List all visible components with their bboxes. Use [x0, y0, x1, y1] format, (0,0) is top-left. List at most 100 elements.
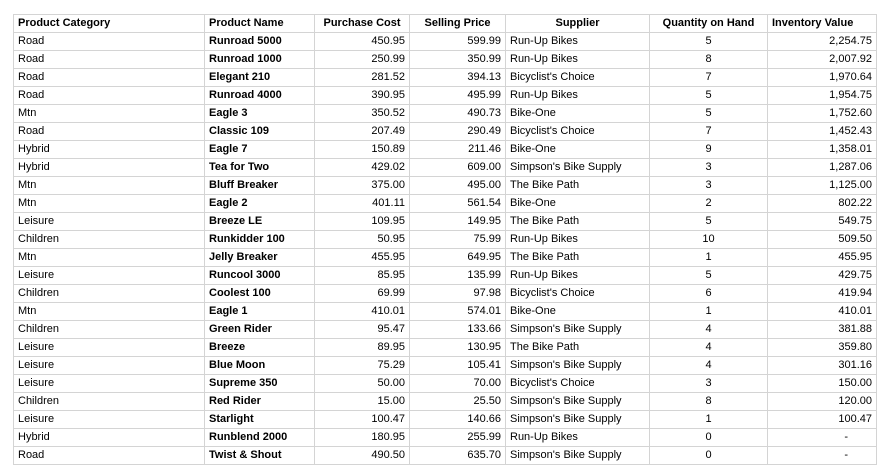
cell-product-category[interactable]: Leisure: [13, 338, 205, 357]
cell-purchase-cost[interactable]: 69.99: [314, 284, 410, 303]
cell-purchase-cost[interactable]: 450.95: [314, 32, 410, 51]
cell-supplier[interactable]: Bike-One: [505, 104, 650, 123]
cell-purchase-cost[interactable]: 109.95: [314, 212, 410, 231]
cell-inventory-value[interactable]: 120.00: [767, 392, 877, 411]
cell-quantity-on-hand[interactable]: 10: [649, 230, 768, 249]
cell-product-name[interactable]: Breeze: [204, 338, 315, 357]
cell-supplier[interactable]: Bike-One: [505, 194, 650, 213]
cell-selling-price[interactable]: 135.99: [409, 266, 506, 285]
cell-product-name[interactable]: Bluff Breaker: [204, 176, 315, 195]
cell-supplier[interactable]: Run-Up Bikes: [505, 266, 650, 285]
cell-product-category[interactable]: Mtn: [13, 194, 205, 213]
cell-selling-price[interactable]: 561.54: [409, 194, 506, 213]
cell-purchase-cost[interactable]: 50.00: [314, 374, 410, 393]
cell-selling-price[interactable]: 140.66: [409, 410, 506, 429]
cell-inventory-value[interactable]: 150.00: [767, 374, 877, 393]
cell-inventory-value[interactable]: 1,752.60: [767, 104, 877, 123]
cell-inventory-value[interactable]: 429.75: [767, 266, 877, 285]
cell-purchase-cost[interactable]: 281.52: [314, 68, 410, 87]
cell-quantity-on-hand[interactable]: 3: [649, 374, 768, 393]
cell-quantity-on-hand[interactable]: 8: [649, 392, 768, 411]
cell-inventory-value[interactable]: 2,254.75: [767, 32, 877, 51]
cell-product-name[interactable]: Classic 109: [204, 122, 315, 141]
cell-product-category[interactable]: Hybrid: [13, 140, 205, 159]
cell-inventory-value[interactable]: 359.80: [767, 338, 877, 357]
cell-purchase-cost[interactable]: 180.95: [314, 428, 410, 447]
cell-product-name[interactable]: Eagle 1: [204, 302, 315, 321]
cell-product-category[interactable]: Mtn: [13, 104, 205, 123]
header-supplier[interactable]: Supplier: [505, 14, 650, 33]
cell-quantity-on-hand[interactable]: 4: [649, 338, 768, 357]
cell-product-name[interactable]: Runblend 2000: [204, 428, 315, 447]
cell-product-name[interactable]: Green Rider: [204, 320, 315, 339]
cell-quantity-on-hand[interactable]: 5: [649, 32, 768, 51]
cell-selling-price[interactable]: 75.99: [409, 230, 506, 249]
cell-quantity-on-hand[interactable]: 0: [649, 428, 768, 447]
cell-supplier[interactable]: Run-Up Bikes: [505, 230, 650, 249]
header-purchase-cost[interactable]: Purchase Cost: [314, 14, 410, 33]
cell-purchase-cost[interactable]: 75.29: [314, 356, 410, 375]
cell-purchase-cost[interactable]: 89.95: [314, 338, 410, 357]
cell-inventory-value[interactable]: 1,358.01: [767, 140, 877, 159]
cell-product-name[interactable]: Twist & Shout: [204, 446, 315, 465]
cell-selling-price[interactable]: 105.41: [409, 356, 506, 375]
cell-product-name[interactable]: Coolest 100: [204, 284, 315, 303]
header-product-category[interactable]: Product Category: [13, 14, 205, 33]
cell-product-category[interactable]: Mtn: [13, 302, 205, 321]
cell-purchase-cost[interactable]: 250.99: [314, 50, 410, 69]
cell-supplier[interactable]: Bicyclist's Choice: [505, 374, 650, 393]
cell-product-name[interactable]: Runroad 5000: [204, 32, 315, 51]
cell-supplier[interactable]: Simpson's Bike Supply: [505, 158, 650, 177]
cell-product-category[interactable]: Leisure: [13, 374, 205, 393]
cell-product-name[interactable]: Tea for Two: [204, 158, 315, 177]
cell-quantity-on-hand[interactable]: 0: [649, 446, 768, 465]
cell-selling-price[interactable]: 649.95: [409, 248, 506, 267]
cell-product-name[interactable]: Breeze LE: [204, 212, 315, 231]
cell-inventory-value[interactable]: 1,452.43: [767, 122, 877, 141]
cell-product-category[interactable]: Hybrid: [13, 158, 205, 177]
cell-purchase-cost[interactable]: 390.95: [314, 86, 410, 105]
cell-product-category[interactable]: Children: [13, 284, 205, 303]
cell-purchase-cost[interactable]: 150.89: [314, 140, 410, 159]
cell-supplier[interactable]: Simpson's Bike Supply: [505, 392, 650, 411]
cell-purchase-cost[interactable]: 15.00: [314, 392, 410, 411]
cell-quantity-on-hand[interactable]: 3: [649, 158, 768, 177]
cell-inventory-value[interactable]: 509.50: [767, 230, 877, 249]
cell-quantity-on-hand[interactable]: 5: [649, 104, 768, 123]
cell-purchase-cost[interactable]: 490.50: [314, 446, 410, 465]
cell-selling-price[interactable]: 133.66: [409, 320, 506, 339]
cell-quantity-on-hand[interactable]: 7: [649, 122, 768, 141]
cell-product-name[interactable]: Eagle 3: [204, 104, 315, 123]
header-inventory-value[interactable]: Inventory Value: [767, 14, 877, 33]
cell-supplier[interactable]: Bike-One: [505, 140, 650, 159]
cell-inventory-value[interactable]: 1,287.06: [767, 158, 877, 177]
cell-purchase-cost[interactable]: 375.00: [314, 176, 410, 195]
cell-selling-price[interactable]: 211.46: [409, 140, 506, 159]
cell-selling-price[interactable]: 70.00: [409, 374, 506, 393]
cell-supplier[interactable]: Run-Up Bikes: [505, 428, 650, 447]
cell-product-name[interactable]: Runkidder 100: [204, 230, 315, 249]
cell-supplier[interactable]: Bicyclist's Choice: [505, 122, 650, 141]
cell-selling-price[interactable]: 25.50: [409, 392, 506, 411]
cell-supplier[interactable]: The Bike Path: [505, 338, 650, 357]
cell-quantity-on-hand[interactable]: 5: [649, 86, 768, 105]
cell-product-name[interactable]: Runroad 4000: [204, 86, 315, 105]
cell-product-category[interactable]: Road: [13, 50, 205, 69]
cell-inventory-value[interactable]: 381.88: [767, 320, 877, 339]
cell-selling-price[interactable]: 495.99: [409, 86, 506, 105]
cell-supplier[interactable]: Run-Up Bikes: [505, 86, 650, 105]
cell-purchase-cost[interactable]: 85.95: [314, 266, 410, 285]
cell-inventory-value[interactable]: 419.94: [767, 284, 877, 303]
cell-supplier[interactable]: Simpson's Bike Supply: [505, 356, 650, 375]
cell-product-category[interactable]: Children: [13, 392, 205, 411]
cell-inventory-value[interactable]: 1,970.64: [767, 68, 877, 87]
cell-supplier[interactable]: Simpson's Bike Supply: [505, 320, 650, 339]
cell-product-name[interactable]: Elegant 210: [204, 68, 315, 87]
cell-selling-price[interactable]: 255.99: [409, 428, 506, 447]
cell-selling-price[interactable]: 97.98: [409, 284, 506, 303]
cell-product-category[interactable]: Road: [13, 446, 205, 465]
cell-product-category[interactable]: Leisure: [13, 266, 205, 285]
cell-quantity-on-hand[interactable]: 4: [649, 320, 768, 339]
cell-quantity-on-hand[interactable]: 6: [649, 284, 768, 303]
cell-selling-price[interactable]: 149.95: [409, 212, 506, 231]
